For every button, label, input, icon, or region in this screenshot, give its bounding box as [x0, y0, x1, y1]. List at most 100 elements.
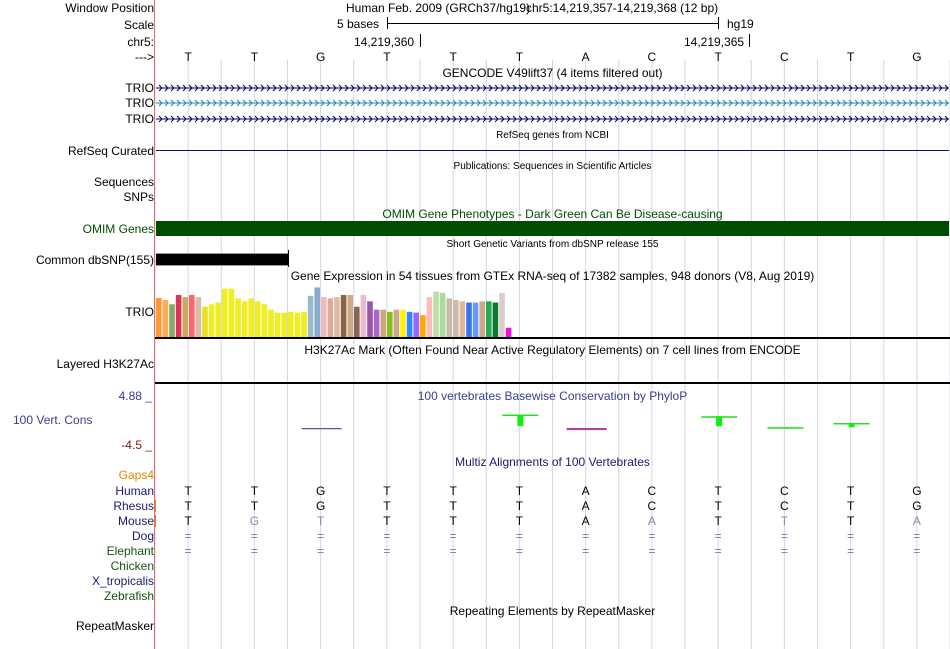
conservation-score-cap: [767, 427, 804, 429]
gtex-tissue-bar[interactable]: [301, 311, 307, 337]
gtex-tissue-bar[interactable]: [334, 297, 340, 337]
gtex-tissue-bar[interactable]: [162, 300, 169, 337]
gtex-tissue-bar[interactable]: [235, 298, 241, 337]
gtex-tissue-bar[interactable]: [479, 301, 485, 337]
gtex-tissue-bar[interactable]: [340, 295, 347, 337]
gtex-tissue-bar[interactable]: [439, 292, 446, 337]
gtex-tissue-bar[interactable]: [354, 306, 360, 337]
gtex-tissue-bar[interactable]: [288, 311, 294, 337]
sequence-base: G: [912, 50, 922, 64]
conservation-score-bar[interactable]: [301, 428, 342, 430]
omim-gene-bar[interactable]: [156, 221, 949, 236]
gtex-tissue-bar[interactable]: [175, 295, 182, 337]
repeatmasker-label[interactable]: RepeatMasker: [75, 619, 154, 633]
gencode-transcript-2[interactable]: [156, 98, 949, 108]
multiz-base: C: [780, 499, 789, 513]
gtex-tissue-bar[interactable]: [486, 301, 492, 337]
refseq-label[interactable]: RefSeq Curated: [67, 144, 154, 158]
gtex-tissue-bar[interactable]: [459, 301, 466, 337]
multiz-species-label[interactable]: Zebrafish: [103, 589, 154, 603]
gtex-tissue-bar[interactable]: [202, 306, 208, 337]
multiz-base: G: [249, 514, 260, 528]
gencode-transcript-3[interactable]: [156, 114, 949, 124]
multiz-base: A: [581, 484, 590, 498]
conservation-score-bar[interactable]: [848, 422, 855, 428]
h3k27ac-label[interactable]: Layered H3K27Ac: [56, 357, 154, 371]
conservation-score-bar[interactable]: [782, 427, 789, 428]
gtex-tissue-bar[interactable]: [499, 292, 505, 337]
gtex-tissue-bar[interactable]: [261, 304, 268, 337]
gtex-tissue-bar[interactable]: [189, 295, 195, 337]
gencode-item-label-2[interactable]: TRIO: [125, 96, 154, 110]
gtex-tissue-bar[interactable]: [195, 297, 202, 337]
gtex-tissue-bar[interactable]: [400, 309, 406, 337]
refseq-gene-line[interactable]: [156, 150, 949, 151]
gtex-tissue-bar[interactable]: [413, 312, 419, 337]
scale-text: 5 bases: [337, 17, 380, 31]
conservation-label[interactable]: 100 Vert. Cons: [13, 413, 93, 427]
gtex-tissue-bar[interactable]: [466, 302, 472, 337]
gtex-tissue-bar[interactable]: [367, 301, 373, 337]
gtex-tissue-bar[interactable]: [347, 295, 353, 337]
gtex-tissue-bar[interactable]: [373, 309, 380, 337]
gtex-tissue-bar[interactable]: [393, 309, 400, 337]
gtex-tissue-bar[interactable]: [274, 312, 281, 337]
gtex-tissue-bar[interactable]: [314, 287, 320, 337]
publications-snps-label[interactable]: SNPs: [123, 190, 154, 204]
gtex-tissue-bar[interactable]: [156, 297, 162, 337]
dbsnp-variant-bar[interactable]: [156, 253, 288, 266]
gtex-barchart[interactable]: [156, 283, 536, 337]
gtex-tissue-bar[interactable]: [406, 311, 413, 337]
gtex-tissue-bar[interactable]: [255, 301, 261, 337]
gtex-tissue-bar[interactable]: [182, 297, 188, 337]
strand-label: --->: [135, 50, 154, 64]
multiz-species-label[interactable]: Dog: [131, 529, 154, 543]
conservation-min-label: -4.5 _: [121, 438, 152, 452]
gtex-tissue-bar[interactable]: [426, 297, 433, 337]
gtex-tissue-bar[interactable]: [208, 304, 215, 337]
gtex-tissue-bar[interactable]: [169, 304, 175, 337]
omim-label[interactable]: OMIM Genes: [82, 222, 154, 236]
gencode-transcript-1[interactable]: [156, 83, 949, 93]
position-text[interactable]: chr5:14,219,357-14,219,368 (12 bp): [526, 1, 719, 15]
gtex-tissue-bar[interactable]: [420, 315, 426, 337]
gtex-tissue-bar[interactable]: [433, 291, 439, 337]
multiz-species-label[interactable]: Human: [115, 484, 154, 498]
gtex-tissue-bar[interactable]: [222, 288, 228, 337]
gtex-tissue-bar[interactable]: [321, 297, 327, 337]
publications-sequences-label[interactable]: Sequences: [93, 175, 154, 189]
gtex-tissue-bar[interactable]: [360, 295, 367, 337]
multiz-species-label[interactable]: X_tropicalis: [91, 574, 154, 588]
gtex-tissue-bar[interactable]: [268, 309, 274, 337]
gtex-tissue-bar[interactable]: [327, 298, 334, 337]
gtex-tissue-bar[interactable]: [294, 312, 301, 337]
gencode-item-label-1[interactable]: TRIO: [125, 81, 154, 95]
multiz-species-label[interactable]: Rhesus: [113, 499, 154, 513]
gtex-tissue-bar[interactable]: [241, 301, 248, 337]
gtex-tissue-bar[interactable]: [453, 300, 459, 337]
multiz-species-label[interactable]: Mouse: [117, 514, 154, 528]
gtex-tissue-bar[interactable]: [248, 298, 254, 337]
gtex-tissue-bar[interactable]: [472, 302, 479, 337]
gtex-tissue-bar[interactable]: [505, 327, 512, 337]
gtex-tissue-bar[interactable]: [387, 311, 393, 337]
refseq-title: RefSeq genes from NCBI: [496, 130, 609, 141]
conservation-plot[interactable]: [156, 400, 949, 450]
conservation-score-bar[interactable]: [566, 428, 607, 431]
multiz-base: T: [515, 514, 524, 528]
gtex-tissue-bar[interactable]: [307, 295, 314, 337]
multiz-species-label[interactable]: Elephant: [106, 544, 154, 558]
conservation-score-bar[interactable]: [716, 416, 723, 427]
gtex-tissue-bar[interactable]: [380, 309, 386, 337]
gencode-item-label-3[interactable]: TRIO: [125, 112, 154, 126]
gtex-tissue-bar[interactable]: [228, 288, 235, 337]
gtex-tissue-bar[interactable]: [281, 312, 287, 337]
multiz-species-label[interactable]: Chicken: [110, 559, 154, 573]
conservation-score-bar[interactable]: [517, 414, 524, 426]
multiz-gaps-label[interactable]: Gaps4: [118, 468, 154, 482]
gtex-tissue-bar[interactable]: [215, 302, 221, 337]
dbsnp-label[interactable]: Common dbSNP(155): [35, 253, 154, 267]
gtex-label[interactable]: TRIO: [125, 305, 154, 319]
gtex-tissue-bar[interactable]: [492, 302, 499, 337]
gtex-tissue-bar[interactable]: [446, 298, 452, 337]
